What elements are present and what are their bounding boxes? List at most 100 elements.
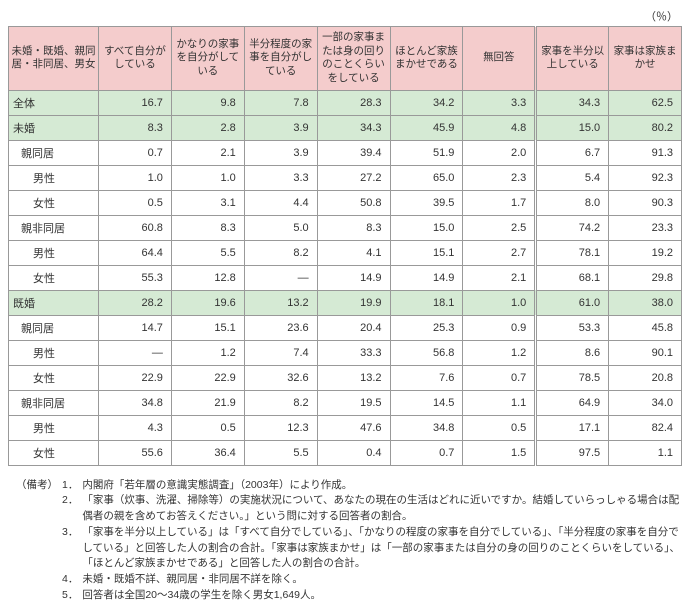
cell: 14.5: [390, 390, 463, 415]
cell: 56.8: [390, 340, 463, 365]
row-label: 未婚: [9, 115, 99, 140]
cell: 8.6: [536, 340, 609, 365]
cell: 28.3: [317, 90, 390, 115]
col-c8: 家事は家族まかせ: [609, 27, 682, 91]
notes: （備考）1．内閣府「若年層の意識実態調査」（2003年）により作成。2．「家事（…: [8, 478, 682, 604]
note-item: 4．未婚・既婚不詳、親同居・非同居不詳を除く。: [16, 572, 682, 588]
cell: 2.5: [463, 215, 536, 240]
cell: 55.6: [99, 440, 172, 465]
row-label: 女性: [9, 440, 99, 465]
cell: 20.4: [317, 315, 390, 340]
cell: 8.3: [317, 215, 390, 240]
cell: 5.5: [171, 240, 244, 265]
cell: 39.5: [390, 190, 463, 215]
col-c1: すべて自分がしている: [99, 27, 172, 91]
cell: 90.1: [609, 340, 682, 365]
table-row: 男性1.01.03.327.265.02.35.492.3: [9, 165, 682, 190]
col-c3: 半分程度の家事を自分がしている: [244, 27, 317, 91]
cell: 3.9: [244, 115, 317, 140]
cell: 74.2: [536, 215, 609, 240]
cell: 2.1: [171, 140, 244, 165]
cell: 23.6: [244, 315, 317, 340]
cell: 1.7: [463, 190, 536, 215]
cell: 0.5: [99, 190, 172, 215]
table-row: 既婚28.219.613.219.918.11.061.038.0: [9, 290, 682, 315]
cell: 2.3: [463, 165, 536, 190]
cell: 27.2: [317, 165, 390, 190]
cell: 47.6: [317, 415, 390, 440]
cell: 12.3: [244, 415, 317, 440]
cell: 60.8: [99, 215, 172, 240]
cell: 3.9: [244, 140, 317, 165]
cell: 53.3: [536, 315, 609, 340]
cell: 5.5: [244, 440, 317, 465]
row-label: 親非同居: [9, 215, 99, 240]
cell: 7.4: [244, 340, 317, 365]
cell: 15.0: [390, 215, 463, 240]
cell: 0.5: [171, 415, 244, 440]
cell: 80.2: [609, 115, 682, 140]
note-item: 2．「家事（炊事、洗濯、掃除等）の実施状況について、あなたの現在の生活はどれに近…: [16, 493, 682, 525]
cell: 15.0: [536, 115, 609, 140]
table-row: 全体16.79.87.828.334.23.334.362.5: [9, 90, 682, 115]
cell: 1.0: [99, 165, 172, 190]
cell: 13.2: [317, 365, 390, 390]
cell: 1.2: [171, 340, 244, 365]
cell: 0.7: [99, 140, 172, 165]
cell: 1.0: [463, 290, 536, 315]
cell: 8.3: [171, 215, 244, 240]
row-label: 男性: [9, 340, 99, 365]
row-label: 男性: [9, 415, 99, 440]
cell: 19.9: [317, 290, 390, 315]
note-item: （備考）1．内閣府「若年層の意識実態調査」（2003年）により作成。: [16, 478, 682, 494]
cell: 12.8: [171, 265, 244, 290]
cell: 32.6: [244, 365, 317, 390]
cell: 78.5: [536, 365, 609, 390]
row-label: 男性: [9, 240, 99, 265]
cell: 65.0: [390, 165, 463, 190]
cell: 8.0: [536, 190, 609, 215]
cell: 18.1: [390, 290, 463, 315]
cell: 14.9: [317, 265, 390, 290]
cell: 97.5: [536, 440, 609, 465]
table-row: 女性22.922.932.613.27.60.778.520.8: [9, 365, 682, 390]
cell: 0.9: [463, 315, 536, 340]
cell: 0.7: [463, 365, 536, 390]
cell: 4.8: [463, 115, 536, 140]
cell: 34.8: [99, 390, 172, 415]
cell: 33.3: [317, 340, 390, 365]
cell: 9.8: [171, 90, 244, 115]
table-row: 女性0.53.14.450.839.51.78.090.3: [9, 190, 682, 215]
cell: 39.4: [317, 140, 390, 165]
cell: 22.9: [171, 365, 244, 390]
cell: 2.7: [463, 240, 536, 265]
cell: 64.4: [99, 240, 172, 265]
cell: 0.5: [463, 415, 536, 440]
cell: 7.8: [244, 90, 317, 115]
row-label: 親非同居: [9, 390, 99, 415]
cell: 2.8: [171, 115, 244, 140]
cell: 5.4: [536, 165, 609, 190]
cell: 8.3: [99, 115, 172, 140]
cell: 78.1: [536, 240, 609, 265]
cell: 7.6: [390, 365, 463, 390]
cell: 29.8: [609, 265, 682, 290]
cell: 15.1: [171, 315, 244, 340]
cell: 28.2: [99, 290, 172, 315]
col-c7: 家事を半分以上している: [536, 27, 609, 91]
cell: 20.8: [609, 365, 682, 390]
cell: 38.0: [609, 290, 682, 315]
row-label: 全体: [9, 90, 99, 115]
cell: 1.1: [463, 390, 536, 415]
cell: 19.5: [317, 390, 390, 415]
cell: 50.8: [317, 190, 390, 215]
cell: 2.0: [463, 140, 536, 165]
table-row: 親同居0.72.13.939.451.92.06.791.3: [9, 140, 682, 165]
cell: 3.3: [463, 90, 536, 115]
col-c5: ほとんど家族まかせである: [390, 27, 463, 91]
cell: ―: [244, 265, 317, 290]
cell: 4.1: [317, 240, 390, 265]
cell: 6.7: [536, 140, 609, 165]
cell: 1.2: [463, 340, 536, 365]
data-table: 未婚・既婚、親同居・非同居、男女 すべて自分がしている かなりの家事を自分がして…: [8, 26, 682, 466]
